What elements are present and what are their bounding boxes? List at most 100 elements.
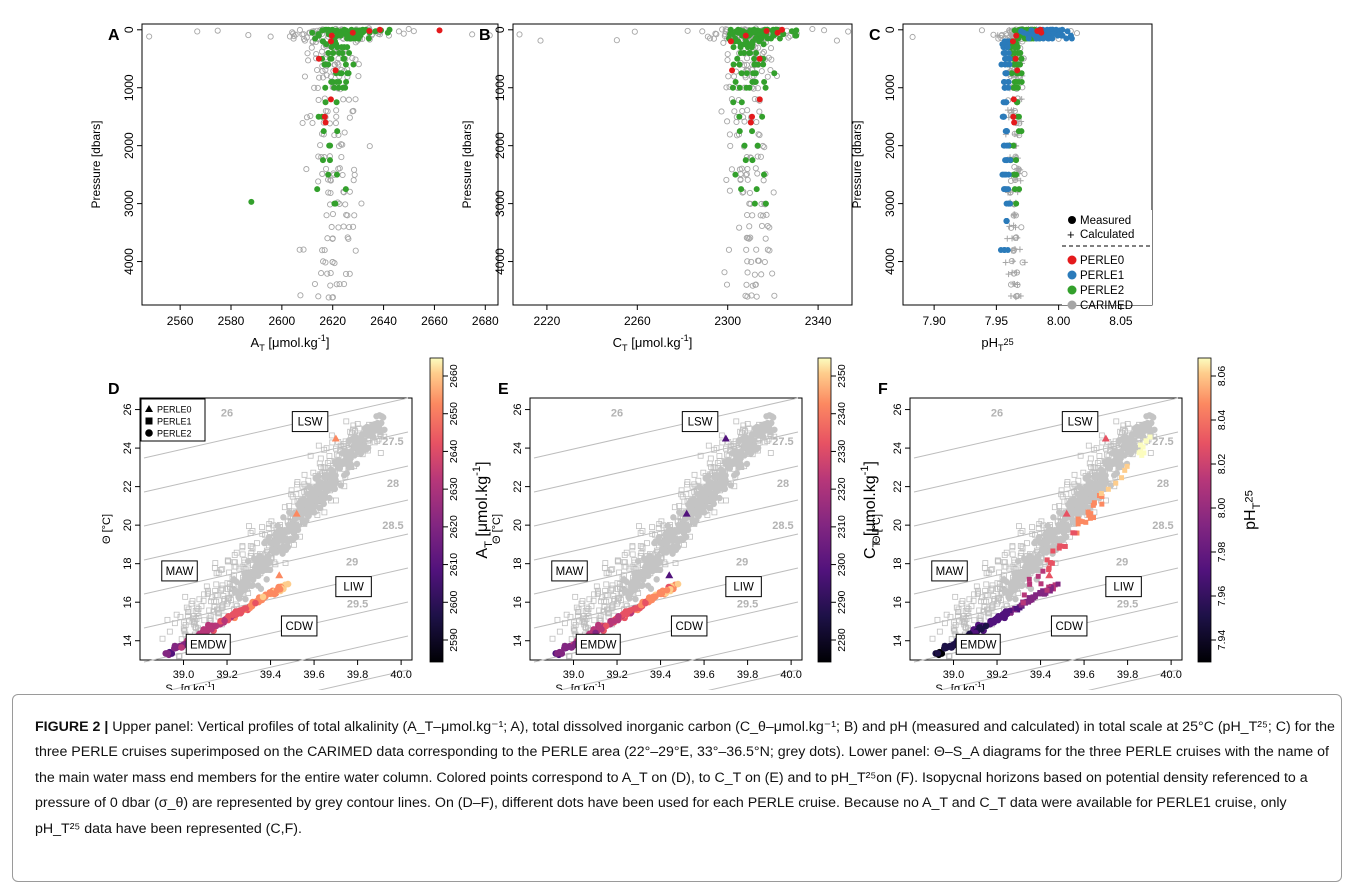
perle2-point	[611, 617, 618, 625]
perle2-point	[751, 55, 758, 62]
carimed-square	[213, 598, 220, 605]
carimed-square	[594, 591, 601, 597]
carimed-point	[751, 271, 758, 278]
perle1-square	[1021, 592, 1027, 598]
perle0-triangle	[721, 434, 730, 442]
carimed-filled	[305, 512, 312, 520]
water-mass-box-emdw	[575, 633, 621, 655]
carimed-square	[246, 523, 252, 530]
carimed-point	[760, 212, 767, 219]
carimed-filled	[305, 496, 312, 504]
colorbar-tick-label: 8.02	[1216, 454, 1228, 475]
colorbar-gradient	[817, 357, 832, 663]
carimed-point	[537, 37, 544, 44]
carimed-square	[347, 428, 354, 435]
perle1-square	[1105, 486, 1111, 492]
perle2-point	[348, 35, 355, 42]
carimed-cloud	[159, 412, 388, 660]
carimed-point	[725, 73, 732, 80]
carimed-square	[603, 581, 610, 588]
perle0-triangle	[1045, 571, 1054, 579]
carimed-square	[765, 436, 772, 443]
water-mass-box-emdw	[955, 633, 1001, 655]
legend-c: Measured + Calculated PERLE0 PERLE1 PERLE2 CAR…	[1062, 210, 1152, 312]
perle2-point	[225, 612, 232, 620]
carimed-filled	[647, 585, 655, 592]
perle1-point	[998, 61, 1005, 68]
perle0-point	[727, 38, 734, 45]
carimed-filled	[277, 532, 284, 539]
carimed-square	[671, 504, 678, 511]
carimed-point	[771, 292, 778, 299]
water-mass-liw: LIW	[733, 582, 754, 594]
carimed-square	[570, 625, 577, 632]
carimed-point	[319, 247, 326, 254]
carimed-point	[990, 31, 997, 38]
carimed-point	[335, 143, 343, 150]
carimed-point	[1021, 170, 1028, 178]
y-tick-label: 0	[493, 26, 507, 33]
carimed-square	[332, 497, 339, 504]
carimed-square	[205, 587, 211, 594]
carimed-point	[345, 235, 352, 242]
perle2-point	[743, 70, 750, 77]
carimed-filled	[1075, 496, 1082, 504]
perle2-point	[350, 61, 357, 68]
perle2-point	[750, 70, 757, 77]
carimed-point	[331, 132, 338, 139]
legend-bg	[1062, 210, 1152, 305]
plot-frame	[902, 23, 1153, 306]
carimed-square	[622, 563, 629, 570]
carimed-cross	[1011, 281, 1018, 288]
carimed-square	[718, 432, 725, 439]
carimed-point	[297, 292, 304, 299]
carimed-point	[324, 270, 331, 277]
carimed-filled	[1032, 555, 1039, 562]
carimed-point	[351, 212, 358, 219]
x-tick-label: 8.05	[1109, 314, 1133, 328]
carimed-filled	[696, 483, 703, 491]
carimed-filled	[1089, 495, 1097, 502]
colorbar-tick-label: 8.06	[1216, 366, 1228, 387]
x-axis-label: AT [μmol.kg-1]	[251, 333, 330, 353]
carimed-square	[649, 524, 655, 531]
carimed-square	[1096, 453, 1103, 459]
carimed-filled	[754, 444, 762, 452]
perle2-point	[730, 99, 737, 106]
carimed-square	[232, 563, 239, 570]
perle2-point	[730, 61, 737, 68]
isopycnal-line	[533, 465, 799, 527]
carimed-point	[767, 67, 774, 74]
carimed-square	[1120, 422, 1127, 429]
carimed-point	[743, 246, 750, 253]
carimed-point	[760, 48, 768, 56]
y-tick-label: 1000	[883, 74, 897, 101]
perle1-square	[1099, 494, 1105, 500]
legend-triangle	[145, 405, 153, 412]
carimed-point	[345, 96, 352, 103]
carimed-filled	[1134, 424, 1142, 431]
panel-letter: F	[878, 381, 888, 398]
y-axis-label: Pressure [dbars]	[460, 120, 474, 208]
perle0-point	[1009, 38, 1016, 45]
perle2-point	[746, 84, 753, 91]
carimed-point	[355, 73, 362, 80]
carimed-square	[771, 433, 778, 440]
carimed-point	[752, 281, 759, 288]
carimed-filled	[698, 488, 705, 496]
carimed-square	[975, 587, 981, 594]
carimed-filled	[1011, 586, 1018, 594]
perle2-point	[948, 644, 955, 651]
perle2-point	[327, 142, 334, 149]
carimed-filled	[1020, 555, 1028, 562]
y-tick-label: 3000	[122, 190, 136, 217]
perle2-point	[741, 142, 748, 149]
carimed-filled	[289, 522, 297, 529]
x-tick-label: 2220	[534, 314, 561, 328]
carimed-square	[943, 611, 950, 618]
perle1-square	[1007, 608, 1013, 614]
carimed-point	[757, 212, 764, 219]
carimed-square	[678, 487, 685, 494]
perle2-point	[326, 157, 333, 164]
carimed-square	[1077, 452, 1084, 459]
